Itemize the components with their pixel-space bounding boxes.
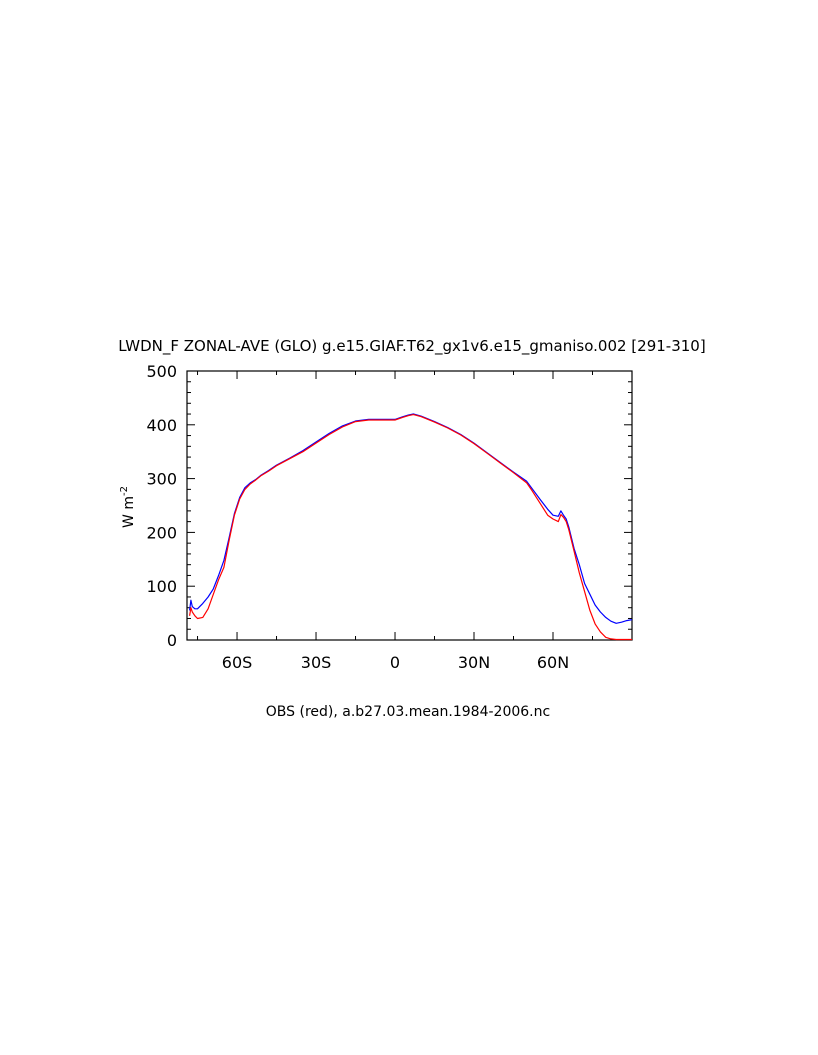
x-tick-label: 60S (222, 653, 253, 672)
plot-frame (186, 370, 633, 641)
x-tick-label: 30S (301, 653, 332, 672)
y-tick-label: 300 (146, 470, 177, 489)
x-tick-label: 60N (537, 653, 569, 672)
chart-title: LWDN_F ZONAL-AVE (GLO) g.e15.GIAF.T62_gx… (118, 337, 705, 356)
y-tick-label: 200 (146, 523, 177, 542)
plot-border (186, 370, 633, 641)
y-tick-label: 0 (167, 631, 177, 650)
x-tick-label: 30N (458, 653, 490, 672)
y-tick-label: 400 (146, 416, 177, 435)
y-axis-label-unit: W m (121, 496, 137, 528)
y-axis-ticks: 0 100 200 300 400 500 (146, 362, 632, 650)
series-line-2 (189, 414, 632, 641)
y-tick-label: 500 (146, 362, 177, 381)
x-axis-label: OBS (red), a.b27.03.mean.1984-2006.nc (266, 704, 550, 720)
series-group (189, 413, 633, 641)
y-axis-label: W m-2 (119, 486, 137, 528)
y-axis-label-group: W m-2 (119, 486, 137, 528)
series-line-1 (189, 413, 633, 624)
x-tick-label: 0 (390, 653, 400, 672)
y-tick-label: 100 (146, 577, 177, 596)
x-axis-ticks: 60S 30S 0 30N 60N (197, 371, 633, 672)
y-axis-label-exponent: -2 (119, 486, 130, 496)
